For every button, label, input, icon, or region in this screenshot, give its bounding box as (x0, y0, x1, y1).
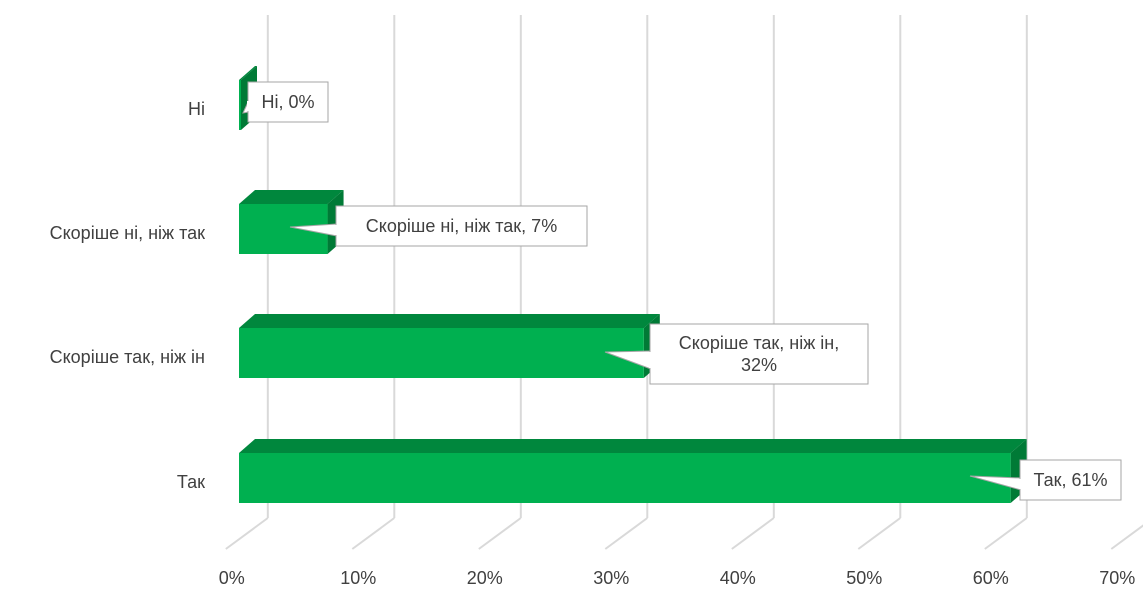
floor-gridline (225, 517, 269, 550)
bar-front-face (239, 80, 241, 130)
x-tick-label: 50% (846, 568, 882, 588)
bar-top-face (239, 66, 257, 80)
data-label-text: Так, 61% (1033, 470, 1107, 490)
data-label-box (1019, 459, 1122, 501)
floor-gridline (478, 517, 522, 550)
category-label: Так (177, 472, 205, 492)
data-label-box (247, 81, 329, 123)
floor-gridline (984, 517, 1028, 550)
x-tick-label: 30% (593, 568, 629, 588)
category-label: Скоріше ні, ніж так (50, 223, 206, 243)
bar (239, 190, 344, 254)
x-tick-label: 0% (219, 568, 245, 588)
bar-top-face (239, 439, 1027, 453)
data-label: Скоріше ні, ніж так, 7% (289, 205, 588, 247)
bar-front-face (239, 453, 1011, 503)
data-label-text: Скоріше так, ніж ін, (679, 333, 839, 353)
bar (239, 314, 660, 378)
data-label: Ні, 0% (242, 81, 329, 123)
data-label: Так, 61% (969, 459, 1122, 501)
bar-top-face (239, 314, 660, 328)
bar-top-face (239, 190, 344, 204)
data-label-text: Ні, 0% (261, 92, 314, 112)
data-label-text: 32% (741, 355, 777, 375)
data-label: Скоріше так, ніж ін,32% (604, 323, 869, 385)
x-tick-label: 40% (720, 568, 756, 588)
data-label-text: Скоріше ні, ніж так, 7% (366, 216, 557, 236)
x-tick-label: 10% (340, 568, 376, 588)
bars (239, 66, 1027, 503)
data-label-box (649, 323, 869, 385)
x-tick-label: 70% (1099, 568, 1135, 588)
data-labels: Ні, 0% Скоріше ні, ніж так, 7% Скоріше так… (242, 81, 1122, 501)
bar (239, 439, 1027, 503)
category-labels: Ні Скоріше ні, ніж так Скоріше так, ніж ін… (50, 99, 206, 492)
bar-front-face (239, 328, 644, 378)
floor-gridline (731, 517, 775, 550)
category-label: Скоріше так, ніж ін (50, 347, 205, 367)
x-tick-labels: 0% 10% 20% 30% 40% 50% 60% 70% (219, 568, 1136, 588)
gridlines (225, 15, 1143, 550)
floor-gridline (351, 517, 395, 550)
floor-gridline (1110, 524, 1143, 550)
floor-gridline (604, 517, 648, 550)
category-label: Ні (188, 99, 205, 119)
floor-gridline (857, 517, 901, 550)
x-tick-label: 60% (973, 568, 1009, 588)
x-tick-label: 20% (467, 568, 503, 588)
